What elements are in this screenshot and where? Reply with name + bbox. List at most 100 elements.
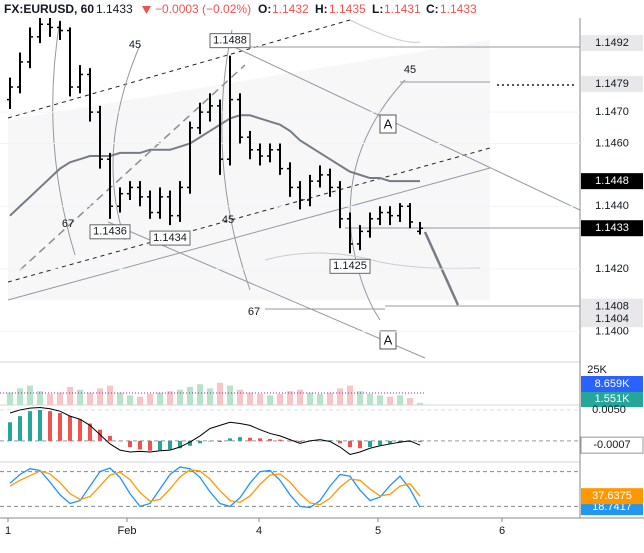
macd-histogram	[38, 409, 42, 441]
price-box-label: 37.6375	[592, 490, 632, 502]
macd-histogram	[198, 440, 202, 444]
volume-bar	[247, 392, 253, 405]
price-box	[581, 376, 643, 392]
ohlc-value: 1.1433	[440, 2, 477, 16]
trend-line	[7, 19, 351, 119]
macd-histogram	[278, 439, 282, 441]
annotation: 1.1425	[333, 260, 367, 272]
macd-histogram	[88, 423, 92, 441]
price-box-label: 8.659K	[595, 378, 631, 390]
last-price: 1.1433	[96, 2, 133, 16]
macd-histogram	[178, 440, 182, 449]
volume-bar	[407, 398, 413, 405]
y-tick-label: 0.0050	[592, 404, 626, 416]
price-box-label: 1.551K	[595, 393, 631, 405]
macd-histogram	[168, 440, 172, 450]
volume-bar	[327, 392, 333, 405]
volume-bar	[197, 384, 203, 405]
macd-histogram	[48, 411, 52, 441]
annotation-box	[329, 258, 371, 274]
macd-histogram	[138, 440, 142, 450]
volume-bar	[297, 389, 303, 405]
moving-average	[9, 114, 420, 217]
x-tick-label: 4	[256, 525, 262, 537]
ohlc-key: H:	[315, 2, 328, 16]
macd-histogram	[338, 440, 342, 444]
volume-bar	[97, 388, 103, 405]
price-box	[581, 220, 643, 237]
macd-histogram	[208, 440, 212, 442]
macd-histogram	[318, 440, 322, 442]
stoch-line	[9, 469, 421, 506]
annotation-box	[209, 33, 251, 49]
trend-line	[7, 147, 491, 283]
macd-histogram	[8, 422, 12, 441]
macd-histogram	[28, 411, 32, 441]
volume-bar	[417, 402, 423, 405]
symbol: FX:EURUSD, 60	[4, 2, 94, 16]
macd-histogram	[108, 435, 112, 441]
volume-bar	[67, 386, 73, 405]
price-box-label: 1.1492	[595, 37, 629, 49]
ohlc-key: L:	[372, 2, 383, 16]
volume-bar	[397, 395, 403, 405]
macd-histogram	[388, 440, 392, 444]
macd-histogram	[378, 440, 382, 446]
price-box-label: 1.1404	[595, 313, 629, 325]
macd-histogram	[158, 440, 162, 451]
band-line	[264, 252, 481, 269]
macd-histogram	[408, 440, 412, 443]
macd-histogram	[248, 437, 252, 441]
volume-bar	[137, 396, 143, 405]
annotation-box	[149, 230, 191, 246]
macd-histogram	[228, 438, 232, 441]
macd-histogram	[288, 440, 292, 442]
volume-bar	[367, 393, 373, 405]
macd-histogram	[78, 419, 82, 441]
header: FX:EURUSD, 60 1.1433 −0.0003 (−0.02%) O:…	[4, 2, 477, 16]
ohlc-value: 1.1435	[329, 2, 366, 16]
price-box	[581, 311, 643, 328]
macd-histogram	[348, 440, 352, 448]
y-tick-label: 1.1460	[595, 137, 629, 149]
ohlc-value: 1.1432	[272, 2, 309, 16]
macd-histogram	[188, 440, 192, 446]
fib-label: 45	[222, 214, 234, 226]
macd-histogram	[18, 416, 22, 441]
macd-histogram	[128, 440, 132, 448]
volume-bar	[347, 385, 353, 405]
projection	[423, 231, 460, 306]
fib-label: 45	[129, 39, 141, 51]
price-box	[581, 173, 643, 190]
volume-bar	[127, 395, 133, 405]
y-tick-label: 1.1470	[595, 106, 629, 118]
fib-arc	[221, 29, 251, 291]
volume-bar	[317, 393, 323, 405]
price-box-label: 1.1479	[595, 78, 629, 90]
volume-bar	[257, 393, 263, 405]
wave-label: A	[384, 332, 393, 347]
volume-bar	[7, 392, 13, 405]
macd-histogram	[148, 440, 152, 451]
price-box	[581, 75, 643, 92]
volume-bar	[37, 391, 43, 405]
volume-bar	[87, 392, 93, 405]
volume-bar	[357, 391, 363, 405]
ohlc-key: O:	[258, 2, 271, 16]
price-box-label: 1.1448	[595, 175, 629, 187]
annotation: 1.1436	[93, 226, 127, 238]
fib-arc	[52, 19, 76, 256]
volume-bar	[167, 391, 173, 405]
macd-histogram	[358, 440, 362, 449]
x-tick-label: 5	[375, 525, 381, 537]
label-box	[379, 114, 397, 134]
down-arrow	[142, 6, 151, 14]
band-line	[349, 19, 421, 43]
volume-bar	[217, 382, 223, 405]
y-tick-label: 1.1440	[595, 200, 629, 212]
macd-histogram	[268, 438, 272, 441]
macd-histogram	[328, 440, 332, 441]
y-tick-label: 1.1400	[595, 326, 629, 338]
macd-histogram	[68, 416, 72, 441]
